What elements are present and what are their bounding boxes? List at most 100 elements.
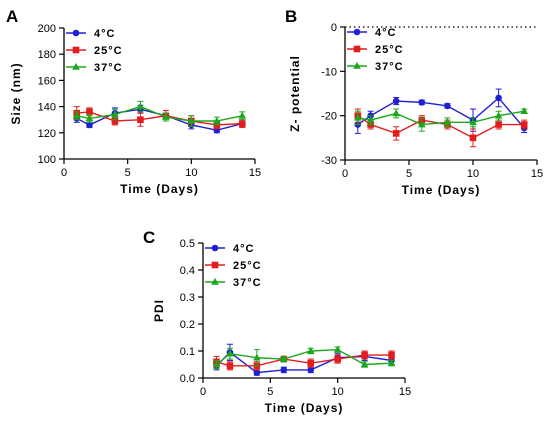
data-point	[86, 121, 93, 129]
data-point	[162, 112, 170, 120]
y-tick-label: 140	[38, 102, 56, 114]
y-tick-label: 0	[331, 22, 337, 34]
panel-letter: B	[285, 7, 297, 26]
data-point	[213, 116, 221, 124]
series-line	[76, 105, 243, 122]
data-point	[366, 116, 375, 123]
data-point	[360, 360, 369, 368]
data-point	[253, 369, 261, 376]
series-37c	[354, 107, 528, 132]
legend-marker	[211, 244, 219, 252]
series-line	[216, 348, 392, 366]
series-line	[215, 351, 392, 374]
legend-entry-4c: 4°C	[66, 28, 115, 40]
series-line	[76, 111, 243, 126]
x-tick-label: 10	[467, 168, 479, 180]
data-point	[72, 111, 81, 119]
data-point	[418, 120, 426, 128]
y-tick-label: 0.2	[180, 319, 195, 331]
legend-marker	[72, 29, 80, 37]
data-point	[469, 134, 477, 142]
data-point	[280, 366, 288, 374]
y-tick-label: -20	[321, 111, 337, 123]
data-point	[495, 121, 502, 128]
series-line	[357, 115, 525, 139]
y-tick-label: 0.1	[180, 346, 195, 358]
data-point	[392, 109, 400, 117]
legend-label: 25°C	[94, 45, 123, 57]
legend-marker	[72, 46, 80, 54]
data-point	[137, 116, 144, 123]
x-tick-label: 15	[531, 168, 543, 180]
y-tick-label: 100	[38, 154, 56, 166]
legend-entry-37c: 37°C	[347, 61, 403, 73]
data-point	[187, 116, 196, 124]
y-axis-title: Size (nm)	[9, 62, 23, 124]
series-25c	[73, 106, 246, 130]
x-axis-title: Time (Days)	[120, 182, 199, 196]
x-tick-label: 0	[61, 167, 67, 179]
series-4c	[213, 343, 395, 376]
legend-label: 25°C	[233, 260, 262, 272]
x-tick-label: 5	[406, 168, 412, 180]
data-point	[212, 360, 221, 368]
legend-entry-25c: 25°C	[347, 44, 404, 56]
legend-label: 37°C	[233, 277, 262, 289]
legend-marker	[211, 277, 219, 285]
series-37c	[212, 345, 396, 370]
legend-marker	[353, 61, 361, 69]
data-point	[306, 346, 315, 354]
data-point	[226, 362, 234, 370]
data-point	[361, 351, 368, 359]
data-point	[280, 355, 288, 362]
y-tick-label: 120	[38, 128, 56, 140]
y-tick-label: 0.0	[180, 373, 195, 385]
data-point	[307, 366, 315, 374]
panel-letter: A	[6, 7, 18, 26]
data-point	[136, 102, 145, 110]
y-tick-label: -10	[321, 66, 337, 78]
y-tick-label: 0.4	[180, 265, 195, 277]
y-tick-label: -30	[321, 155, 337, 167]
legend-label: 4°C	[94, 28, 115, 40]
legend-label: 25°C	[375, 44, 404, 56]
y-tick-label: 180	[38, 49, 56, 61]
y-axis-title: PDI	[152, 299, 166, 322]
legend-entry-37c: 37°C	[205, 277, 262, 289]
legend-marker	[353, 28, 361, 36]
data-point	[238, 111, 247, 119]
x-tick-label: 10	[185, 167, 197, 179]
x-tick-label: 10	[332, 386, 344, 398]
data-point	[494, 111, 503, 119]
data-point	[387, 359, 396, 366]
legend-label: 4°C	[375, 27, 396, 39]
data-point	[111, 110, 119, 118]
y-tick-label: 160	[38, 75, 56, 87]
y-tick-label: 0.3	[180, 292, 195, 304]
x-tick-label: 15	[249, 167, 261, 179]
x-tick-label: 5	[267, 386, 273, 398]
panel-a: A 100 120 140 160 180 200 0 5 10 15 Time (Days) Size…	[6, 7, 261, 196]
x-tick-label: 0	[200, 386, 206, 398]
data-point	[334, 355, 341, 363]
data-point	[253, 353, 261, 361]
data-point	[85, 114, 94, 122]
data-point	[392, 130, 400, 137]
data-point	[520, 121, 528, 128]
legend-label: 4°C	[233, 243, 254, 255]
series-line	[357, 96, 525, 129]
x-axis-title: Time (Days)	[265, 401, 344, 415]
x-tick-label: 15	[399, 386, 411, 398]
panel-c: C 0.0 0.1 0.2 0.3 0.4 0.5 0 5 10 15 Time (Days) PDI 4…	[143, 228, 411, 415]
data-point	[238, 120, 246, 127]
legend-entry-4c: 4°C	[347, 27, 396, 39]
data-point	[443, 118, 452, 126]
data-point	[392, 97, 400, 105]
panel-b: B -30 -20 -10 0 0 5 10 15 Time (Days) Z- potential…	[285, 7, 543, 197]
data-point	[354, 113, 362, 121]
series-line	[357, 110, 525, 126]
data-point	[469, 118, 477, 126]
data-point	[520, 107, 528, 115]
y-tick-label: 0.5	[180, 238, 195, 250]
series-37c	[72, 100, 247, 127]
